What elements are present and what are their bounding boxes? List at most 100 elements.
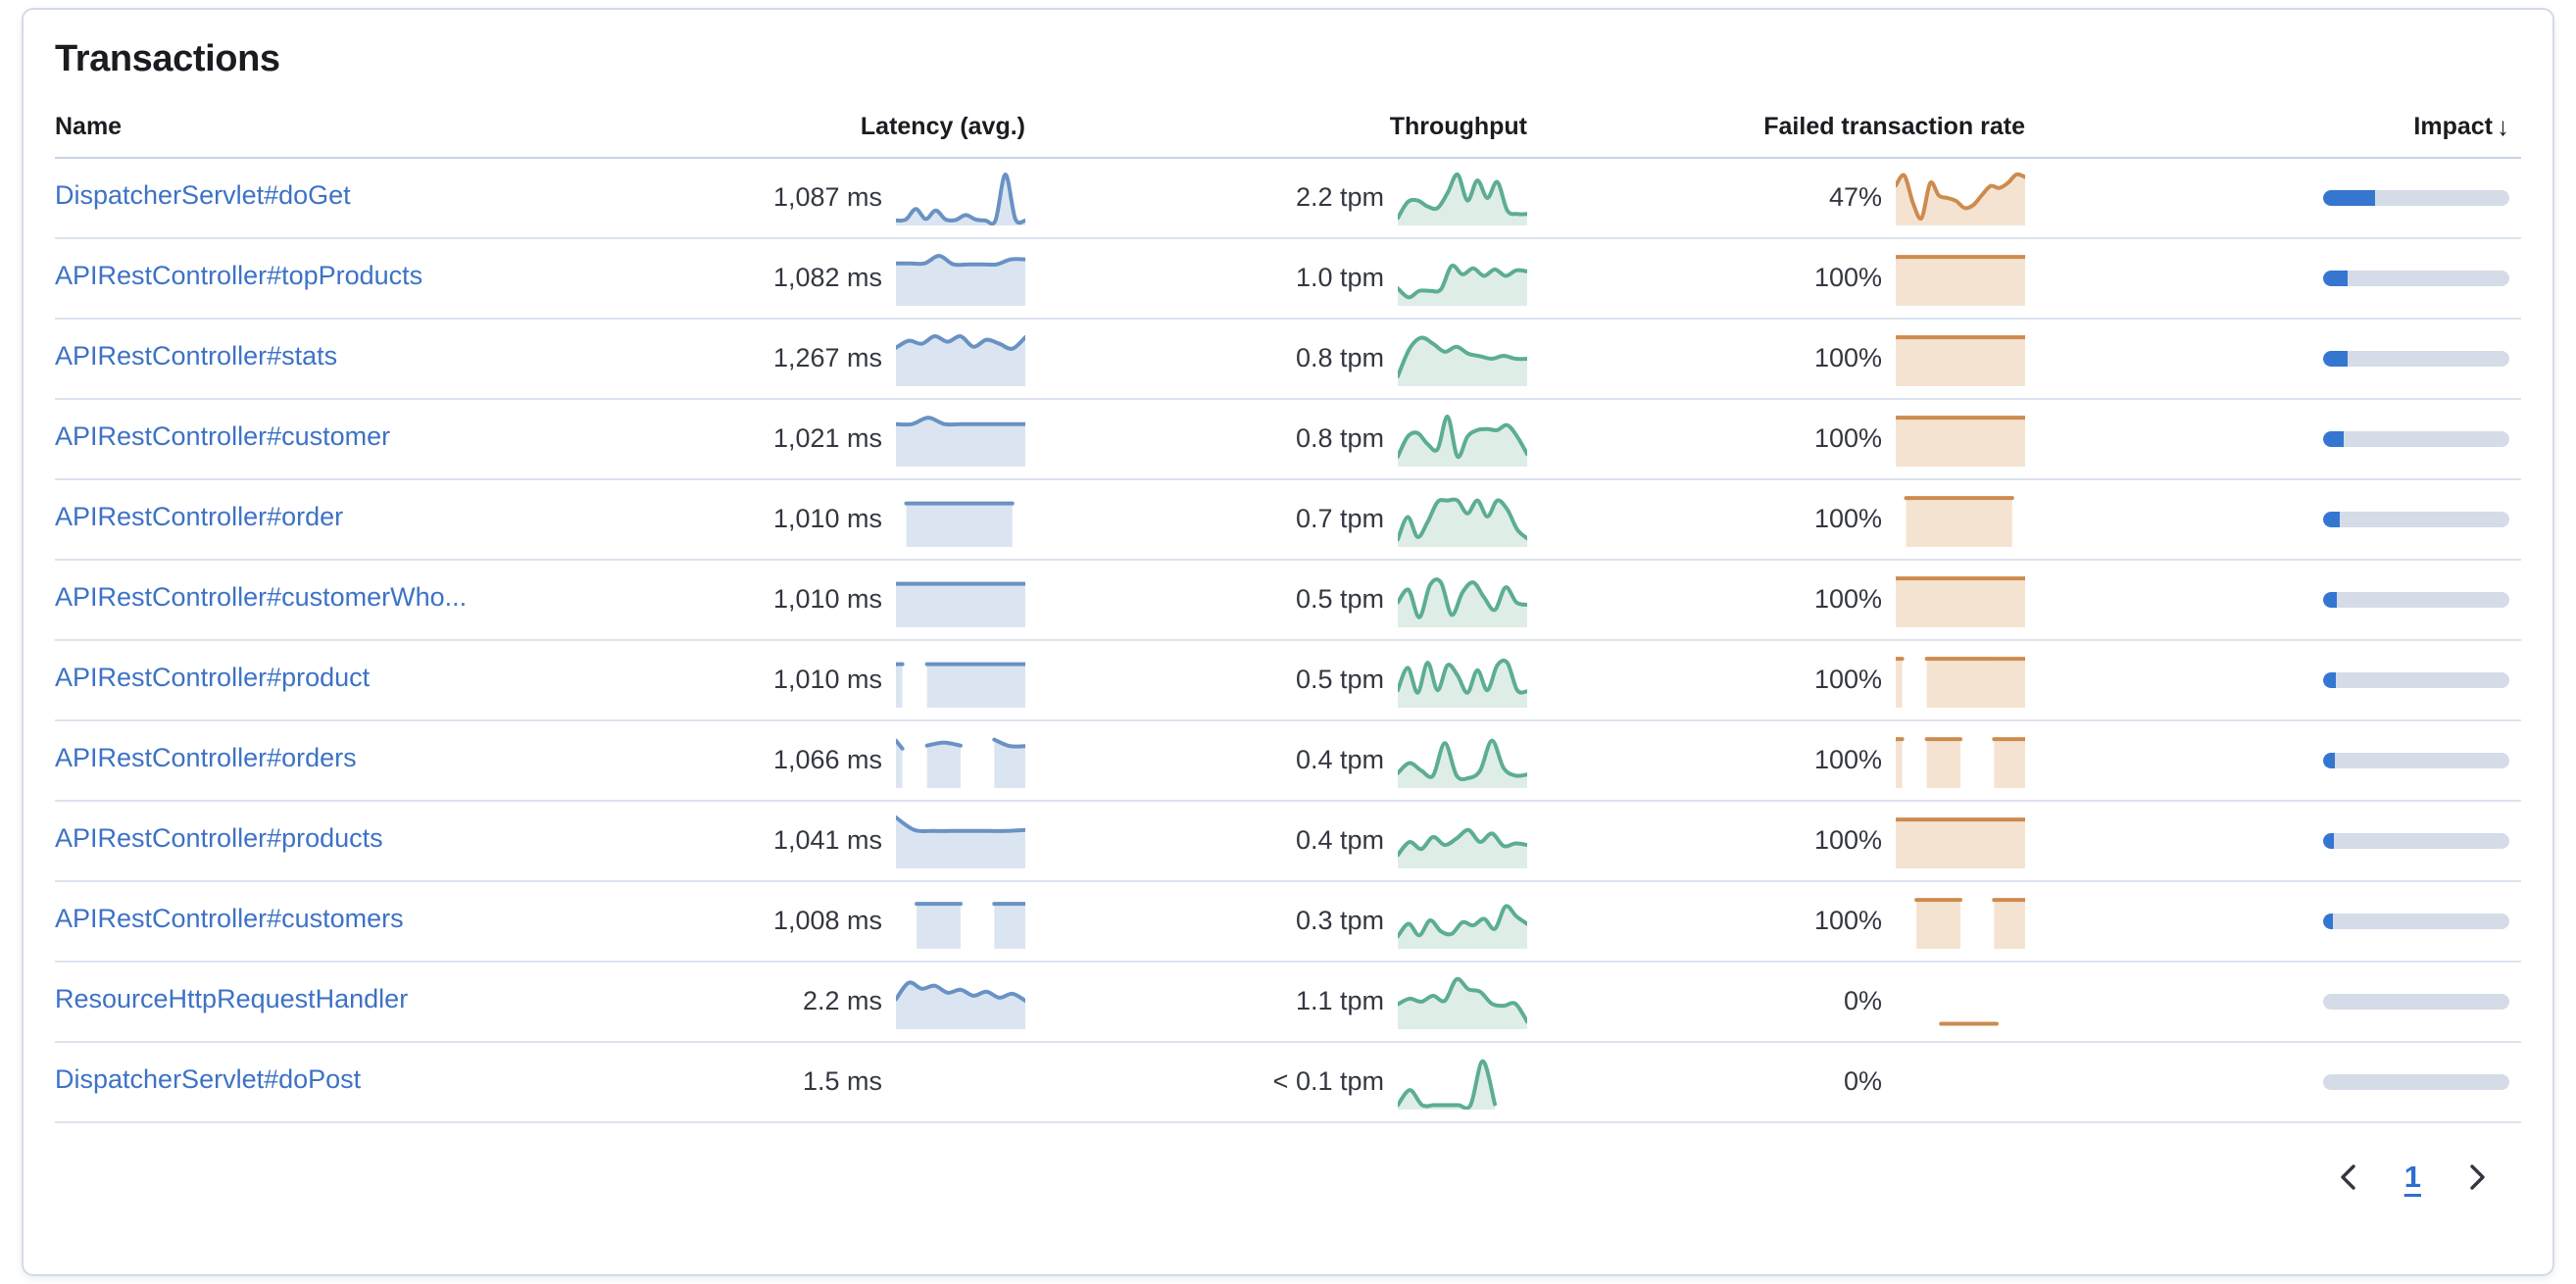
impact-bar-fill [2323, 431, 2344, 447]
impact-bar [2323, 1074, 2509, 1090]
impact-bar-fill [2323, 190, 2375, 206]
failed-rate-value: 100% [1814, 423, 1882, 454]
transaction-row: APIRestController#products 1,041 ms 0.4 … [55, 802, 2521, 882]
latency-value: 1,010 ms [773, 584, 882, 615]
throughput-sparkline [1398, 492, 1527, 547]
failed-rate-value: 100% [1814, 263, 1882, 293]
transaction-row: APIRestController#topProducts 1,082 ms 1… [55, 239, 2521, 320]
failed-rate-sparkline [1896, 894, 2025, 949]
failed-rate-value: 0% [1844, 1066, 1882, 1097]
impact-bar [2323, 994, 2509, 1010]
throughput-value: 0.3 tpm [1296, 906, 1384, 936]
impact-bar [2323, 753, 2509, 768]
pagination: 1 [55, 1155, 2521, 1200]
impact-bar [2323, 512, 2509, 527]
transaction-name-link[interactable]: ResourceHttpRequestHandler [55, 984, 408, 1014]
sort-descending-icon: ↓ [2497, 112, 2509, 142]
latency-sparkline [896, 492, 1025, 547]
column-header-impact[interactable]: Impact ↓ [2025, 112, 2521, 142]
transaction-name-link[interactable]: APIRestController#customerWho... [55, 582, 467, 613]
column-header-failed-rate[interactable]: Failed transaction rate [1527, 113, 2025, 141]
transaction-name-link[interactable]: APIRestController#product [55, 663, 370, 693]
impact-bar-fill [2323, 833, 2334, 849]
latency-value: 1,267 ms [773, 343, 882, 373]
latency-value: 1.5 ms [803, 1066, 882, 1097]
transaction-name-link[interactable]: APIRestController#orders [55, 743, 357, 773]
failed-rate-value: 0% [1844, 986, 1882, 1016]
transactions-panel: Transactions Name Latency (avg.) Through… [22, 8, 2554, 1276]
throughput-sparkline [1398, 572, 1527, 627]
throughput-sparkline [1398, 412, 1527, 467]
chevron-left-icon [2334, 1159, 2363, 1196]
latency-value: 1,041 ms [773, 825, 882, 856]
throughput-value: 0.4 tpm [1296, 825, 1384, 856]
transaction-name-link[interactable]: APIRestController#topProducts [55, 261, 422, 291]
latency-sparkline [896, 894, 1025, 949]
failed-rate-value: 100% [1814, 584, 1882, 615]
latency-sparkline [896, 171, 1025, 225]
latency-value: 1,010 ms [773, 504, 882, 534]
transaction-name-link[interactable]: DispatcherServlet#doPost [55, 1064, 361, 1095]
transaction-name-link[interactable]: APIRestController#products [55, 823, 383, 854]
impact-bar-fill [2323, 512, 2340, 527]
failed-rate-value: 100% [1814, 825, 1882, 856]
failed-rate-value: 100% [1814, 343, 1882, 373]
column-header-name[interactable]: Name [55, 113, 639, 141]
impact-bar [2323, 190, 2509, 206]
failed-rate-value: 100% [1814, 665, 1882, 695]
throughput-value: 2.2 tpm [1296, 182, 1384, 213]
failed-rate-value: 100% [1814, 504, 1882, 534]
throughput-value: 0.7 tpm [1296, 504, 1384, 534]
transaction-name-link[interactable]: APIRestController#customer [55, 421, 390, 452]
throughput-value: 0.5 tpm [1296, 665, 1384, 695]
latency-value: 1,087 ms [773, 182, 882, 213]
latency-sparkline [896, 1055, 1025, 1110]
impact-bar [2323, 351, 2509, 367]
failed-rate-sparkline [1896, 733, 2025, 788]
throughput-value: 0.8 tpm [1296, 423, 1384, 454]
transaction-row: DispatcherServlet#doPost 1.5 ms < 0.1 tp… [55, 1043, 2521, 1123]
impact-bar-fill [2323, 271, 2348, 286]
previous-page-button[interactable] [2330, 1155, 2367, 1200]
transaction-name-link[interactable]: APIRestController#order [55, 502, 343, 532]
impact-bar [2323, 592, 2509, 608]
next-page-button[interactable] [2458, 1155, 2496, 1200]
impact-bar [2323, 271, 2509, 286]
column-header-latency[interactable]: Latency (avg.) [639, 113, 1025, 141]
failed-rate-sparkline [1896, 171, 2025, 225]
page-1-button[interactable]: 1 [2401, 1160, 2425, 1195]
throughput-sparkline [1398, 814, 1527, 868]
chevron-right-icon [2462, 1159, 2492, 1196]
transaction-row: APIRestController#customer 1,021 ms 0.8 … [55, 400, 2521, 480]
table-body: DispatcherServlet#doGet 1,087 ms 2.2 tpm… [55, 159, 2521, 1123]
latency-value: 1,008 ms [773, 906, 882, 936]
impact-bar-fill [2323, 914, 2333, 929]
column-header-throughput[interactable]: Throughput [1025, 113, 1527, 141]
failed-rate-value: 100% [1814, 745, 1882, 775]
throughput-sparkline [1398, 171, 1527, 225]
impact-bar [2323, 914, 2509, 929]
transaction-name-link[interactable]: DispatcherServlet#doGet [55, 180, 351, 211]
latency-value: 2.2 ms [803, 986, 882, 1016]
throughput-sparkline [1398, 733, 1527, 788]
latency-value: 1,066 ms [773, 745, 882, 775]
table-header-row: Name Latency (avg.) Throughput Failed tr… [55, 98, 2521, 159]
transaction-name-link[interactable]: APIRestController#customers [55, 904, 404, 934]
transaction-row: APIRestController#customers 1,008 ms 0.3… [55, 882, 2521, 963]
impact-bar-fill [2323, 592, 2337, 608]
latency-value: 1,010 ms [773, 665, 882, 695]
transaction-row: APIRestController#stats 1,267 ms 0.8 tpm… [55, 320, 2521, 400]
failed-rate-sparkline [1896, 814, 2025, 868]
latency-sparkline [896, 251, 1025, 306]
impact-bar-fill [2323, 351, 2348, 367]
transaction-name-link[interactable]: APIRestController#stats [55, 341, 337, 371]
throughput-sparkline [1398, 653, 1527, 708]
impact-bar-fill [2323, 672, 2336, 688]
latency-sparkline [896, 331, 1025, 386]
latency-sparkline [896, 572, 1025, 627]
failed-rate-sparkline [1896, 1055, 2025, 1110]
throughput-sparkline [1398, 331, 1527, 386]
failed-rate-sparkline [1896, 251, 2025, 306]
throughput-sparkline [1398, 894, 1527, 949]
latency-value: 1,021 ms [773, 423, 882, 454]
